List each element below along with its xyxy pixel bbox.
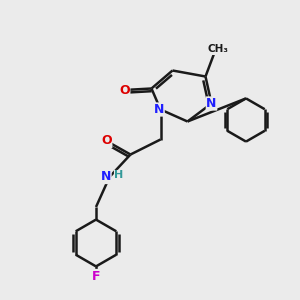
Text: O: O xyxy=(101,134,112,148)
Text: O: O xyxy=(119,83,130,97)
Text: H: H xyxy=(115,170,124,181)
Text: N: N xyxy=(206,97,217,110)
Text: N: N xyxy=(101,170,111,184)
Text: N: N xyxy=(154,103,164,116)
Text: F: F xyxy=(92,269,100,283)
Text: CH₃: CH₃ xyxy=(207,44,228,55)
